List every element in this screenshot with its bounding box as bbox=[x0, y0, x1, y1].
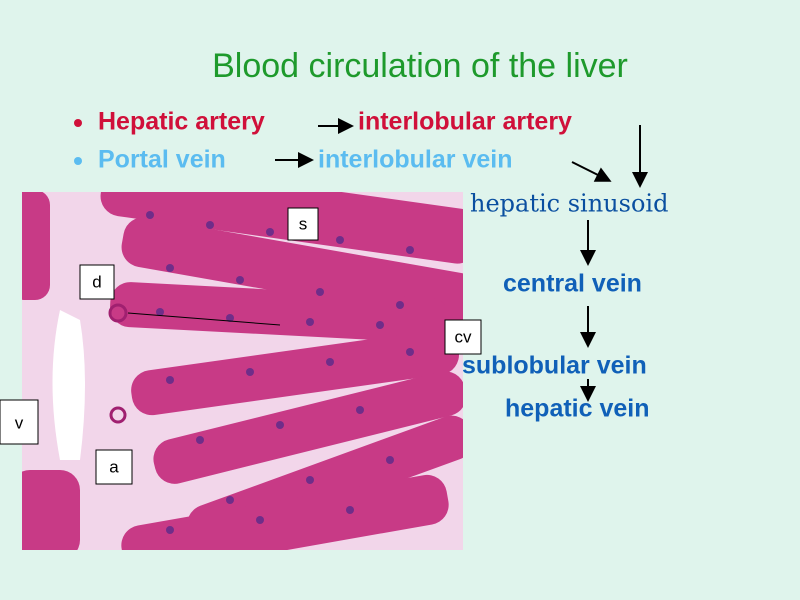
flow-text: hepatic sinusoid bbox=[470, 190, 668, 218]
flow-text: central vein bbox=[503, 270, 642, 298]
label-box bbox=[0, 399, 39, 445]
bullet-text: Portal vein bbox=[98, 146, 226, 174]
histology-image bbox=[22, 192, 463, 550]
image-label: s bbox=[299, 214, 308, 233]
bullet-text: interlobular vein bbox=[318, 146, 512, 174]
image-label: a bbox=[109, 457, 119, 476]
image-label: cv bbox=[455, 327, 473, 346]
bullet-text: interlobular artery bbox=[358, 108, 572, 136]
title: Blood circulation of the liver bbox=[212, 47, 628, 85]
image-label: d bbox=[92, 272, 101, 291]
flow-text: sublobular vein bbox=[462, 352, 647, 380]
label-box bbox=[79, 264, 115, 300]
label-box bbox=[95, 449, 133, 485]
bullet bbox=[74, 157, 82, 165]
bullet-text: Hepatic artery bbox=[98, 108, 265, 136]
label-box bbox=[287, 207, 319, 241]
arrow bbox=[571, 161, 612, 182]
flow-text: hepatic vein bbox=[505, 395, 650, 423]
bullet bbox=[74, 119, 82, 127]
image-label: v bbox=[15, 413, 24, 432]
label-box bbox=[444, 319, 482, 355]
